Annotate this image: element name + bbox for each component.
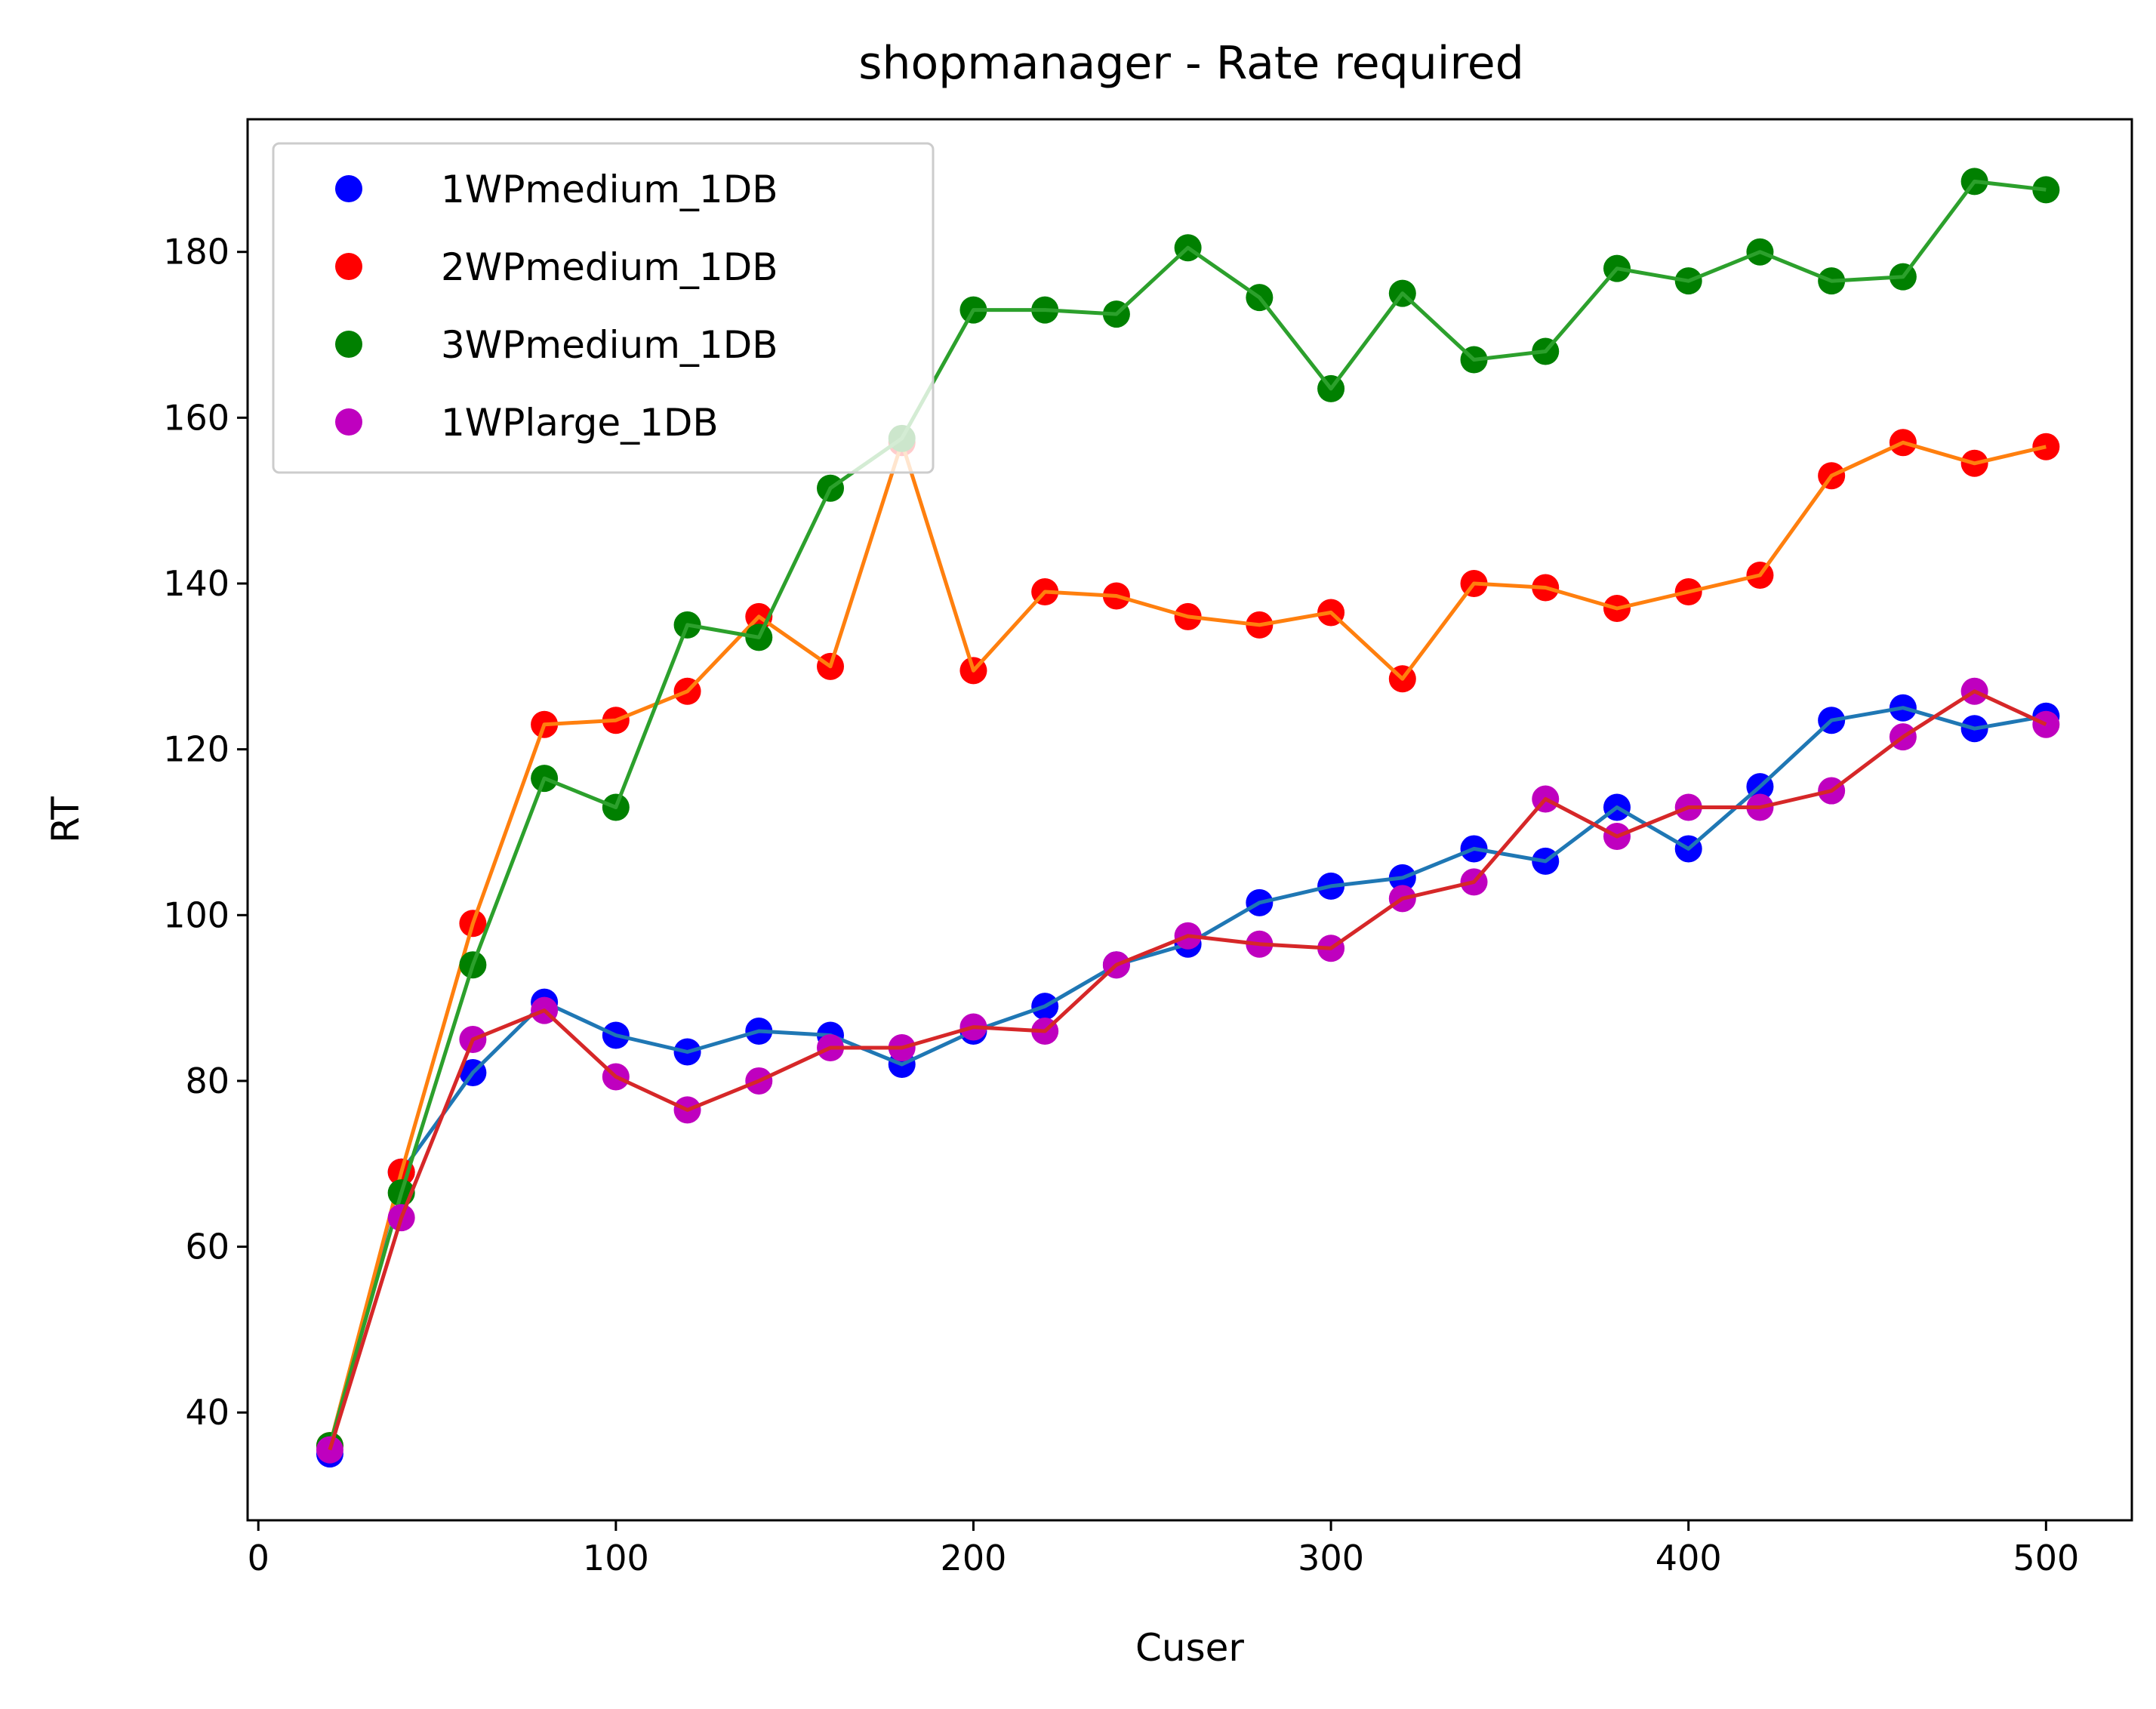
series-1wpmedium-1db <box>316 694 2060 1468</box>
x-tick-label: 400 <box>1656 1538 1722 1578</box>
legend-entry-label: 2WPmedium_1DB <box>441 245 778 289</box>
x-tick-label: 0 <box>248 1538 270 1578</box>
x-axis-label: Cuser <box>1135 1626 1244 1670</box>
y-tick-label: 160 <box>163 397 229 438</box>
series-line <box>328 689 2047 1451</box>
data-point <box>2032 710 2060 738</box>
series-3wpmedium-1db <box>316 168 2060 1460</box>
legend-entry-label: 1WPlarge_1DB <box>441 401 719 445</box>
series-line <box>328 440 2047 1446</box>
data-point <box>2032 433 2060 460</box>
series-line <box>328 706 2047 1455</box>
axes: 0 100 200 300 400 500 40 60 80 100 120 140 160 180 <box>163 232 2079 1578</box>
legend-marker <box>335 331 362 358</box>
x-tick-label: 200 <box>941 1538 1007 1578</box>
x-tick-label: 500 <box>2013 1538 2079 1578</box>
plot-frame <box>246 118 2133 1522</box>
chart-title: shopmanager - Rate required <box>858 37 1524 90</box>
data-point <box>2032 176 2060 204</box>
series-line <box>328 179 2047 1446</box>
y-tick-label: 80 <box>185 1061 229 1101</box>
y-tick-label: 140 <box>163 563 229 604</box>
legend-marker <box>335 408 362 436</box>
legend-frame <box>272 142 935 474</box>
legend-entry-label: 3WPmedium_1DB <box>441 323 778 367</box>
legend-entry-label: 1WPmedium_1DB <box>441 168 778 211</box>
y-tick-label: 120 <box>163 729 229 770</box>
y-tick-label: 180 <box>163 232 229 273</box>
x-tick-label: 100 <box>583 1538 649 1578</box>
legend-marker <box>335 253 362 280</box>
y-tick-label: 40 <box>185 1392 229 1433</box>
legend: 1WPmedium_1DB 2WPmedium_1DB 3WPmedium_1DB 1… <box>272 142 935 474</box>
y-tick-label: 100 <box>163 895 229 935</box>
legend-marker <box>335 175 362 202</box>
y-axis-label: RT <box>44 796 88 843</box>
y-tick-label: 60 <box>185 1227 229 1267</box>
series-1wplarge-1db <box>316 677 2060 1464</box>
plot-area <box>316 168 2060 1468</box>
series-2wpmedium-1db <box>316 429 2060 1460</box>
x-tick-label: 300 <box>1298 1538 1364 1578</box>
